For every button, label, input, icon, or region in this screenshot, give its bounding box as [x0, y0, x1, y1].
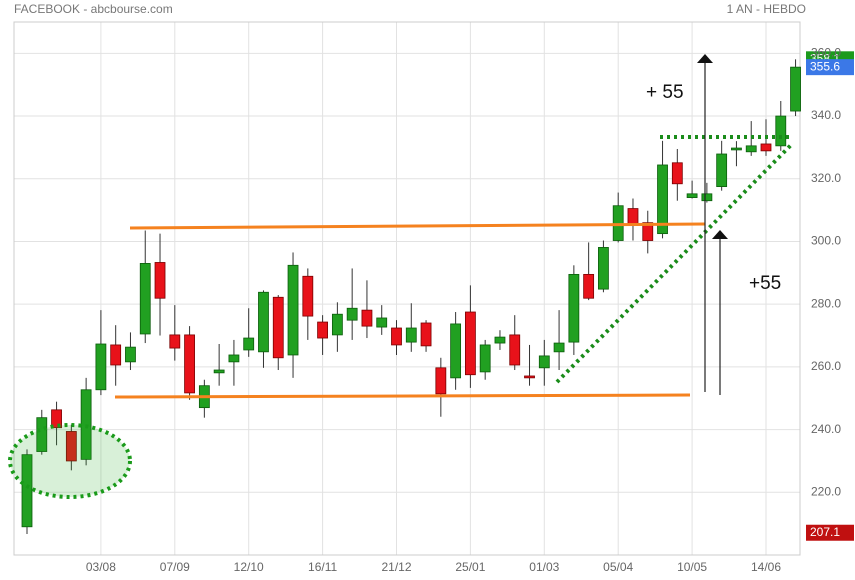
resistance-line [129, 222, 706, 230]
price-tag [806, 59, 854, 76]
candle-body [184, 334, 195, 394]
x-tick-label: 05/04 [603, 560, 633, 574]
candle-body [435, 367, 447, 395]
candle-body [509, 334, 521, 366]
chart-title: FACEBOOK - abcbourse.com [14, 2, 173, 16]
x-tick-label: 03/08 [86, 560, 116, 574]
candle-body [228, 354, 240, 363]
x-tick-label: 21/12 [381, 560, 411, 574]
candle-body [317, 321, 329, 339]
candle-body [553, 342, 565, 353]
candle-body [287, 264, 299, 356]
y-tick-label: 240.0 [811, 422, 841, 436]
candle-body [598, 247, 609, 290]
candle-body [65, 431, 77, 462]
drawings: + 55 +55 [8, 54, 795, 499]
candle-body [716, 153, 728, 188]
y-tick-label: 280.0 [811, 296, 841, 310]
x-tick-label: 25/01 [455, 560, 485, 574]
candle-body [524, 375, 535, 379]
candle-body [302, 275, 314, 317]
candle-body [450, 323, 462, 379]
candles [21, 59, 801, 534]
candle-body [731, 147, 742, 151]
x-tick-label: 12/10 [234, 560, 264, 574]
candle-body [391, 327, 402, 346]
chart-subtitle: 1 AN - HEBDO [727, 2, 806, 16]
price-tag-label: 207.1 [810, 525, 840, 539]
candle-body [627, 208, 639, 226]
candle-body [464, 311, 476, 376]
candle-body [701, 193, 713, 202]
y-tick-label: 300.0 [811, 234, 841, 248]
x-tick-label: 16/11 [308, 560, 337, 574]
candle-body [790, 66, 801, 112]
candle-body [657, 164, 668, 235]
candle-body [346, 307, 358, 321]
highlight-ellipse [8, 423, 132, 499]
candle-body [169, 334, 181, 349]
candle-body [642, 222, 654, 241]
y-tick-label: 260.0 [811, 359, 841, 373]
x-tick-label: 14/06 [751, 560, 781, 574]
annotation: +55 [749, 273, 781, 294]
candle-body [361, 309, 373, 327]
candle-body [405, 327, 417, 343]
arrow-head [697, 54, 713, 63]
price-tag [806, 524, 854, 541]
candle-body [36, 417, 48, 452]
candle-body [775, 115, 787, 147]
candle-body [331, 313, 343, 336]
candle-body [95, 343, 107, 391]
x-tick-label: 07/09 [160, 560, 190, 574]
candle-body [125, 346, 136, 363]
candle-body [243, 337, 255, 351]
candle-body [568, 273, 580, 343]
candle-body [213, 369, 225, 374]
x-tick-label: 10/05 [677, 560, 707, 574]
plot-border [13, 21, 801, 556]
candle-body [760, 143, 772, 152]
candle-body [671, 162, 683, 185]
candle-body [51, 409, 62, 429]
candle-body [110, 344, 122, 366]
price-tag-label: 355.6 [810, 59, 840, 73]
candle-body [745, 145, 757, 153]
y-tick-label: 340.0 [811, 108, 841, 122]
candle-body [686, 193, 698, 198]
y-tick-label: 220.0 [811, 484, 841, 498]
candle-body [494, 336, 506, 344]
arrow-head [712, 230, 728, 239]
candle-body [583, 273, 595, 299]
candle-body [258, 291, 269, 353]
candle-body [272, 296, 284, 359]
candle-body [538, 355, 550, 369]
y-tick-label: 320.0 [811, 171, 841, 185]
candle-body [420, 322, 432, 347]
candle-body [479, 344, 491, 373]
x-tick-label: 01/03 [529, 560, 559, 574]
support-line [114, 393, 691, 399]
y-tick-label: 360.0 [811, 46, 841, 60]
candle-body [139, 263, 151, 335]
candle-body [376, 317, 388, 328]
candle-body [154, 262, 166, 299]
annotation: + 55 [646, 82, 684, 103]
